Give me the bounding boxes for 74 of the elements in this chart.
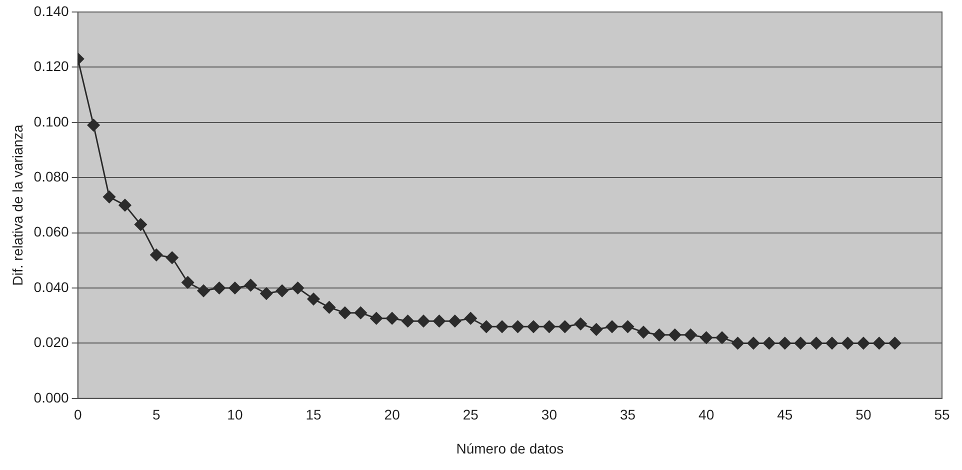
y-tick-label: 0.000 — [34, 389, 70, 406]
point — [432, 314, 446, 328]
point — [652, 328, 666, 342]
point — [244, 278, 257, 292]
point — [448, 314, 462, 328]
point — [402, 314, 414, 328]
point — [778, 336, 792, 350]
point — [668, 328, 682, 342]
point — [731, 336, 744, 350]
point — [307, 292, 320, 306]
point — [150, 248, 163, 262]
point — [228, 282, 242, 294]
point — [118, 198, 132, 212]
point — [103, 190, 116, 204]
point — [134, 218, 147, 231]
x-tick-label: 35 — [620, 406, 636, 423]
point — [527, 320, 540, 333]
point — [747, 336, 760, 350]
x-tick-label: 15 — [306, 406, 322, 423]
point — [810, 336, 823, 350]
point — [166, 251, 178, 264]
point — [542, 320, 556, 333]
point — [606, 320, 618, 333]
y-tick-label: 0.140 — [34, 2, 70, 19]
x-tick-label: 55 — [934, 406, 950, 423]
y-tick-label: 0.100 — [34, 113, 70, 130]
point — [496, 320, 508, 333]
point — [292, 282, 304, 294]
point — [622, 320, 634, 333]
point — [888, 336, 902, 350]
y-tick-label: 0.120 — [34, 58, 70, 74]
point — [700, 331, 713, 344]
point — [260, 287, 273, 300]
point — [87, 118, 100, 132]
x-tick-label: 20 — [384, 406, 400, 423]
point — [637, 326, 650, 338]
point — [322, 301, 336, 314]
y-tick-label: 0.080 — [34, 168, 70, 184]
x-tick-label: 50 — [856, 406, 872, 423]
point — [276, 284, 288, 298]
point — [841, 336, 854, 350]
point — [512, 320, 524, 333]
point — [794, 336, 807, 350]
point — [826, 336, 838, 350]
point — [386, 312, 398, 325]
point — [417, 314, 430, 328]
point — [182, 276, 194, 289]
x-tick-label: 5 — [152, 406, 160, 423]
y-tick-label: 0.020 — [34, 334, 70, 350]
point — [197, 284, 210, 298]
y-tick-label: 0.040 — [34, 278, 70, 295]
point — [212, 282, 226, 294]
y-tick-label: 0.060 — [34, 224, 70, 240]
point — [354, 306, 367, 320]
x-tick-label: 0 — [74, 406, 82, 423]
point — [558, 320, 572, 333]
point — [480, 320, 493, 333]
x-tick-label: 25 — [462, 406, 479, 423]
point — [762, 336, 776, 350]
point — [464, 312, 477, 325]
point — [872, 336, 886, 350]
point — [716, 331, 728, 344]
x-tick-label: 45 — [777, 406, 793, 423]
x-tick-label: 30 — [541, 406, 558, 423]
x-axis-title: Número de datos — [456, 440, 564, 456]
point — [338, 306, 352, 320]
point — [684, 328, 697, 342]
point — [857, 336, 870, 350]
point — [370, 312, 383, 325]
point — [574, 318, 587, 330]
y-axis-title: Dif. relativa de la varianza — [9, 124, 26, 286]
x-tick-label: 10 — [227, 406, 243, 423]
point — [590, 323, 603, 336]
x-tick-label: 40 — [698, 406, 714, 423]
